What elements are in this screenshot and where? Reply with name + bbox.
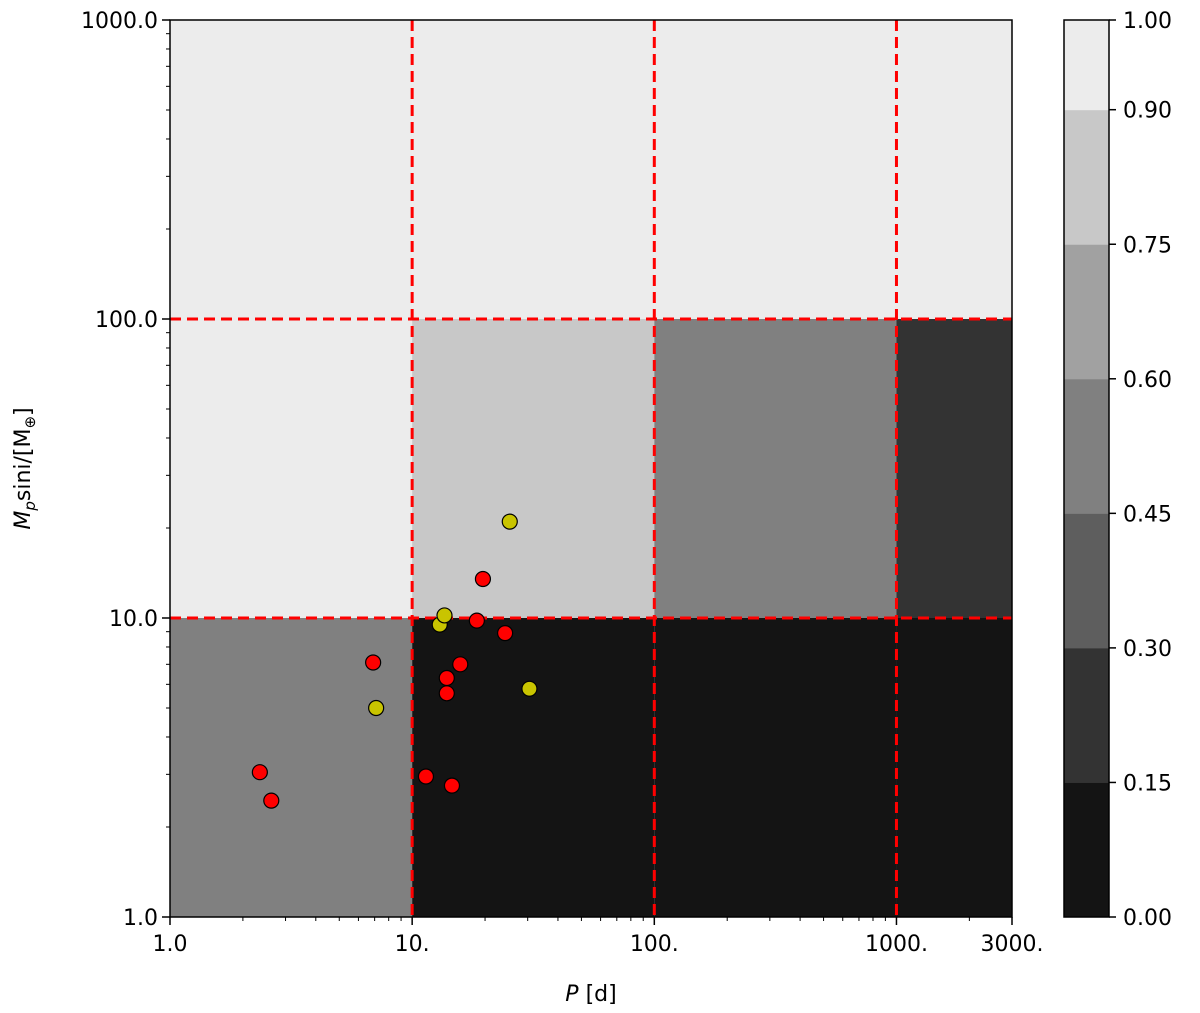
colorbar-band-2 (1064, 513, 1109, 649)
y-axis-ticks: 1.0 10.0 100.0 1000.0 (81, 9, 170, 931)
x-tick-label-0: 1.0 (153, 932, 188, 957)
data-point-s0-7 (452, 656, 469, 673)
heatmap-cell-5 (412, 319, 655, 618)
y-axis-label: Mpsini/[M⊕] (11, 407, 39, 529)
data-point-s0-3 (417, 768, 435, 785)
colorbar-band-5 (1064, 109, 1109, 245)
colorbar-band-6 (1064, 20, 1109, 111)
data-point-s1-0 (368, 699, 385, 717)
colorbar: 0.00 0.15 0.30 0.45 0.60 0.75 0.90 1.00 (1063, 9, 1172, 931)
y-tick-label-0: 1.0 (123, 906, 158, 931)
heatmap-cell-3 (896, 618, 1012, 917)
colorbar-band-0 (1064, 782, 1109, 918)
y-axis-label-subscript: p (21, 501, 39, 512)
heatmap-cell-9 (412, 20, 655, 319)
x-axis-label-unit: [d] (579, 982, 617, 1007)
data-point-s0-6 (443, 777, 461, 794)
heatmap-cell-2 (654, 618, 897, 917)
plot-frame (169, 19, 1013, 918)
scatter-points (251, 513, 538, 809)
heatmap-cell-11 (896, 20, 1012, 319)
x-axis-label-symbol: P (565, 982, 579, 1007)
colorbar-tick-label-0: 0.00 (1123, 906, 1172, 931)
data-point-s0-1 (263, 792, 280, 809)
heatmap-cell-1 (412, 618, 655, 917)
red-dashed-grid (170, 20, 1012, 917)
x-tick-label-3: 1000. (865, 932, 928, 957)
heatmap-cells (170, 20, 1012, 917)
colorbar-tick-label-6: 0.90 (1123, 99, 1172, 124)
data-point-s0-10 (496, 625, 514, 642)
colorbar-band-3 (1064, 378, 1109, 514)
heatmap-cell-8 (170, 20, 413, 319)
x-tick-label-4: 3000. (981, 932, 1044, 957)
heatmap-cell-10 (654, 20, 897, 319)
colorbar-tick-label-7: 1.00 (1123, 9, 1172, 34)
data-point-s1-4 (521, 680, 538, 697)
data-point-s0-5 (438, 669, 455, 687)
colorbar-tick-label-3: 0.45 (1123, 502, 1172, 527)
data-point-s0-9 (474, 570, 492, 588)
data-point-s0-8 (468, 612, 485, 629)
data-point-s1-3 (501, 513, 518, 530)
y-axis-label-body: sini/[M (11, 429, 36, 502)
colorbar-tick-label-2: 0.30 (1123, 637, 1172, 662)
x-axis-ticks: 1.0 10. 100. 1000. 3000. (153, 917, 1044, 957)
y-tick-label-1: 10.0 (109, 607, 158, 632)
heatmap-cell-4 (170, 319, 413, 618)
x-axis-label: P [d] (565, 982, 616, 1007)
colorbar-band-4 (1064, 244, 1109, 380)
data-point-s0-4 (438, 685, 455, 702)
colorbar-tick-label-5: 0.75 (1123, 233, 1172, 258)
y-tick-label-2: 100.0 (95, 308, 158, 333)
data-point-s0-0 (251, 764, 268, 781)
data-point-s0-2 (365, 654, 382, 671)
y-axis-label-earth-symbol: ⊕ (21, 416, 39, 429)
x-tick-label-1: 10. (395, 932, 430, 957)
colorbar-tick-label-4: 0.60 (1123, 368, 1172, 393)
data-point-s1-2 (436, 607, 453, 624)
y-tick-label-3: 1000.0 (81, 9, 158, 34)
colorbar-tick-label-1: 0.15 (1123, 771, 1172, 796)
y-axis-label-symbol: M (11, 511, 36, 530)
x-tick-label-2: 100. (630, 932, 679, 957)
colorbar-frame (1063, 19, 1110, 918)
heatmap-cell-7 (896, 319, 1012, 618)
colorbar-band-1 (1064, 647, 1109, 783)
heatmap-cell-6 (654, 319, 897, 618)
y-axis-label-close: ] (11, 407, 36, 416)
